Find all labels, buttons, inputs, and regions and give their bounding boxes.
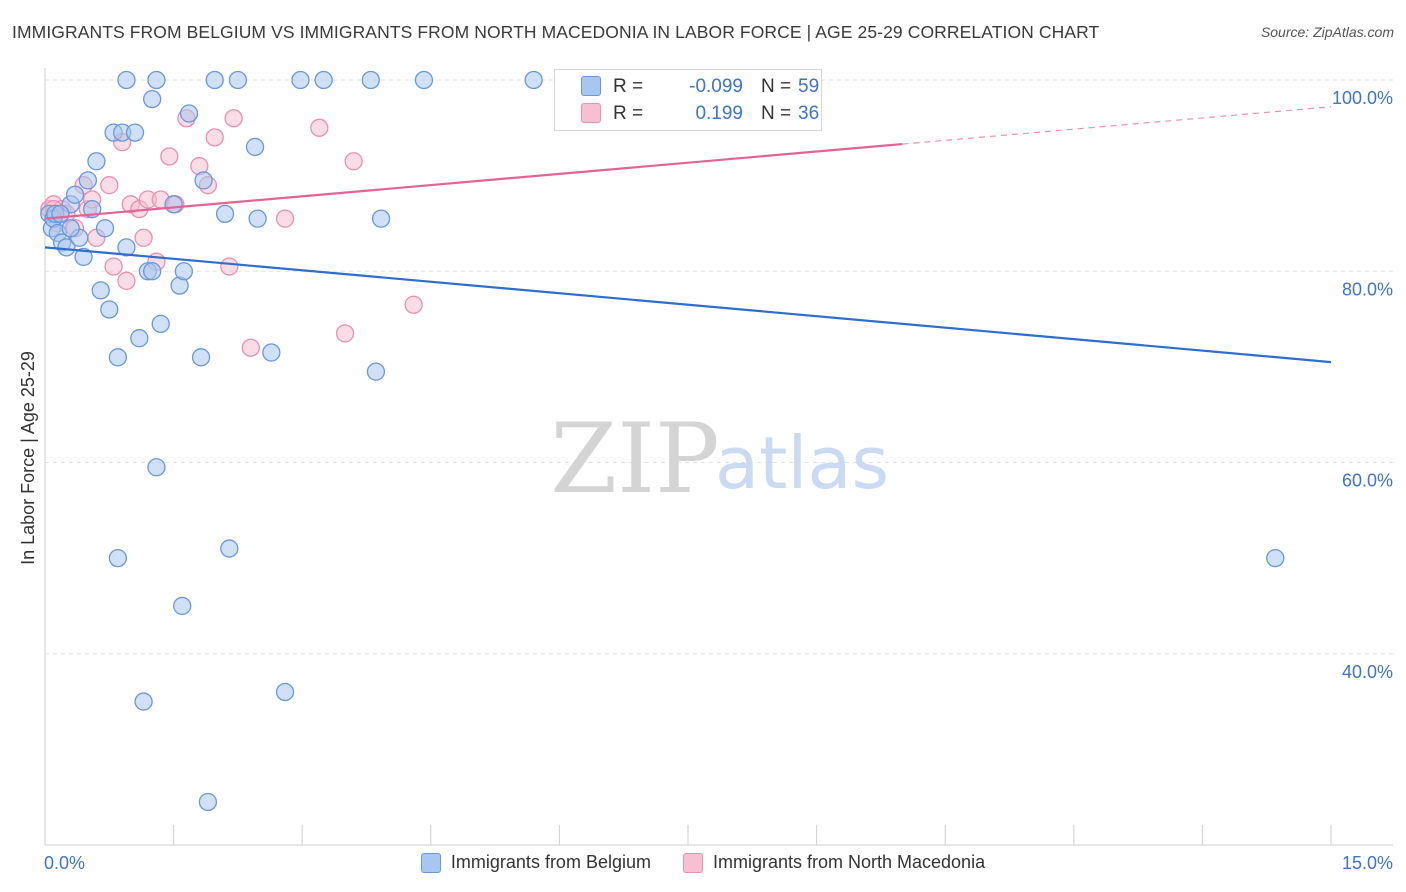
r-value: -0.099 [689, 76, 743, 97]
x-tick-label: 0.0% [44, 853, 85, 873]
pink-point [134, 228, 153, 247]
pink-point [100, 176, 119, 195]
pink-point [117, 271, 136, 290]
blue-point [275, 682, 295, 702]
blue-point [117, 238, 136, 257]
stats-legend: R = -0.099 N = 59 R = 0.199 N = 36 [554, 69, 822, 131]
blue-point [117, 70, 136, 90]
blue-point [143, 262, 162, 281]
blue-point [371, 209, 391, 228]
blue-point [61, 219, 80, 238]
pink-point [275, 209, 295, 228]
blue-point [194, 171, 213, 190]
blue-point [179, 104, 199, 123]
blue-point [164, 195, 183, 214]
blue-point [57, 238, 76, 257]
blue-point [78, 171, 98, 190]
n-label: N = [761, 76, 792, 97]
blue-point [74, 247, 93, 267]
r-value: 0.199 [695, 103, 743, 124]
n-label: N = [761, 103, 792, 124]
blue-point [414, 70, 434, 90]
blue-point [125, 123, 145, 142]
blue-trend-line [44, 246, 1332, 364]
blue-point [65, 185, 85, 204]
blue-point [262, 343, 281, 362]
blue-point [174, 262, 194, 281]
pink-point [241, 338, 260, 357]
pink-trend-extension [902, 106, 1332, 145]
y-tick-label: 40.0% [1342, 662, 1393, 682]
y-tick-label: 60.0% [1342, 471, 1393, 491]
pink-point [220, 257, 239, 276]
blue-point [361, 70, 380, 90]
blue-point [245, 137, 265, 157]
blue-point [228, 70, 248, 90]
pink-point [344, 152, 363, 171]
series-legend: Immigrants from Belgium Immigrants from … [0, 852, 1406, 873]
y-axis-label: In Labor Force | Age 25-29 [18, 351, 38, 565]
blue-point [220, 539, 239, 558]
axes [44, 68, 1393, 846]
r-label: R = [613, 103, 644, 124]
blue-point [215, 204, 235, 224]
pink-point [160, 147, 179, 166]
legend-item-belgium[interactable]: Immigrants from Belgium [420, 852, 651, 873]
blue-point [134, 692, 153, 711]
y-tick-label: 100.0% [1332, 88, 1393, 108]
source-label: Source: ZipAtlas.com [1260, 24, 1394, 40]
blue-point [524, 70, 543, 90]
blue-point [51, 204, 70, 224]
gridlines [45, 79, 1393, 655]
blue-point [143, 89, 162, 109]
blue-point [366, 362, 386, 381]
blue-point [100, 300, 119, 319]
blue-point [191, 348, 211, 367]
pink-point [310, 118, 329, 137]
blue-point [147, 70, 166, 90]
pink-point [205, 128, 224, 147]
blue-point [151, 314, 170, 333]
blue-point [173, 596, 192, 616]
blue-point [95, 219, 115, 238]
legend-item-north-macedonia[interactable]: Immigrants from North Macedonia [682, 852, 986, 873]
blue-point [87, 152, 106, 171]
blue-point [108, 348, 128, 367]
x-tick-label: 15.0% [1342, 853, 1393, 873]
y-tick-label: 80.0% [1342, 279, 1393, 299]
blue-point [147, 458, 166, 477]
blue-point [108, 548, 128, 568]
tick-labels: 40.0% 60.0% 80.0% 100.0% 0.0% 15.0% [44, 88, 1393, 873]
blue-point [91, 281, 110, 300]
legend-swatch-blue [420, 852, 441, 873]
blue-point [314, 70, 333, 90]
pink-point [404, 295, 423, 314]
pink-swatch [581, 103, 601, 123]
blue-point [291, 70, 310, 90]
pink-point [224, 109, 243, 128]
legend-label: Immigrants from Belgium [450, 852, 651, 872]
pink-trend-line [44, 142, 903, 220]
blue-point [205, 70, 224, 90]
legend-label: Immigrants from North Macedonia [712, 852, 986, 872]
watermark-zip: ZIP [550, 403, 719, 515]
watermark-atlas: atlas [715, 421, 889, 505]
trend-lines [44, 106, 1332, 364]
legend-swatch-pink [682, 852, 703, 873]
n-value: 59 [798, 76, 820, 97]
pink-point [335, 324, 355, 343]
blue-point [198, 792, 218, 812]
chart-title: IMMIGRANTS FROM BELGIUM VS IMMIGRANTS FR… [12, 22, 1100, 42]
r-label: R = [613, 76, 644, 97]
blue-point [130, 329, 149, 348]
blue-point [248, 209, 267, 228]
n-value: 36 [798, 103, 820, 124]
blue-swatch [581, 76, 601, 96]
blue-point [1266, 548, 1285, 568]
pink-point [104, 257, 123, 276]
